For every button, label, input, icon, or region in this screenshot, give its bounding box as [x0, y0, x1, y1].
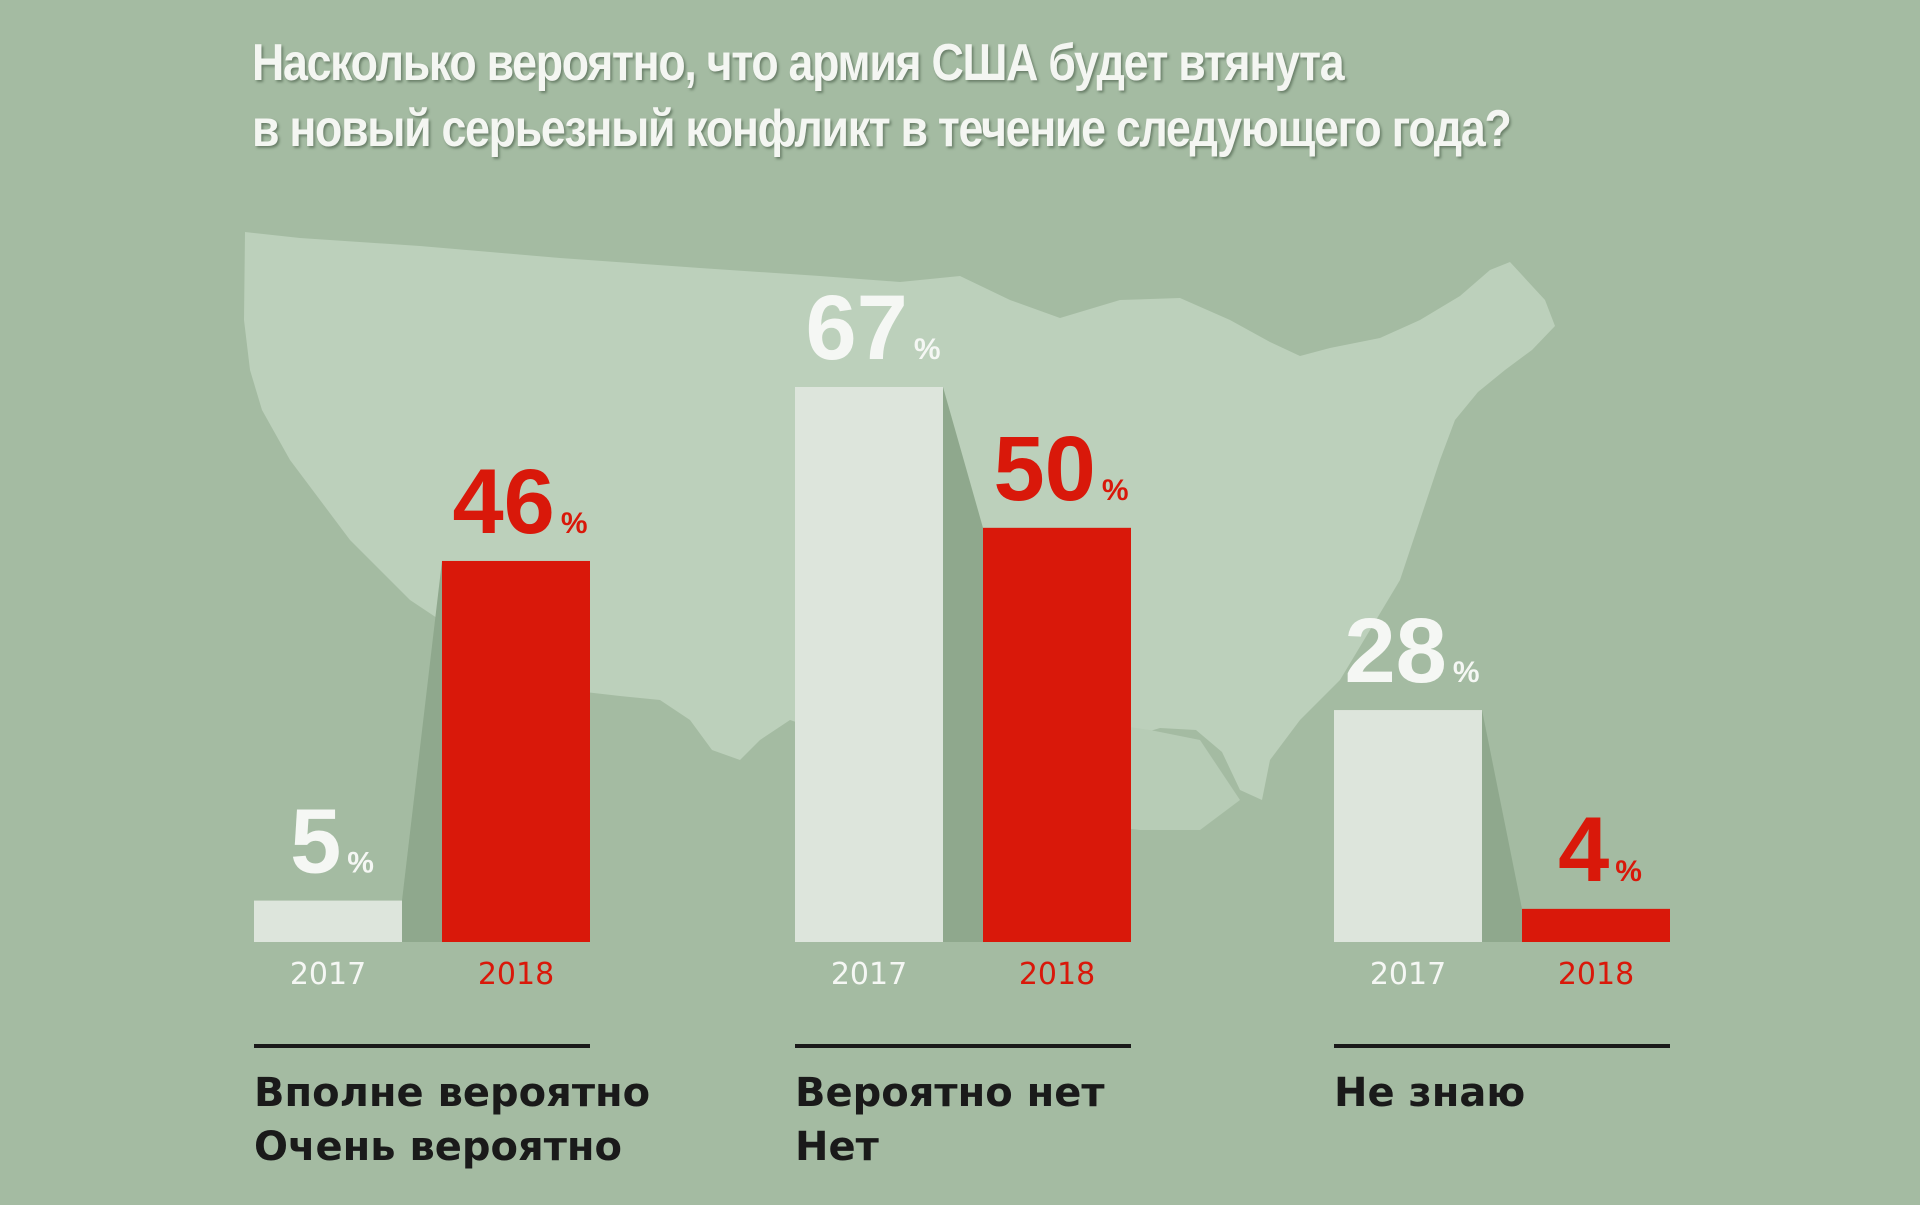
- bar-connector: [943, 387, 983, 942]
- value-number: 50: [993, 418, 1095, 520]
- year-label-2018: 2018: [478, 957, 554, 992]
- value-number: 4: [1558, 799, 1609, 901]
- category-label: Вполне вероятно Очень вероятно: [254, 1066, 650, 1174]
- bar-2017: [795, 387, 943, 942]
- value-label-2018: 46%: [452, 451, 587, 553]
- group-divider: [795, 1044, 1131, 1048]
- value-unit: %: [1102, 474, 1129, 507]
- chart-title-line-1: Насколько вероятно, что армия США будет …: [252, 34, 1345, 92]
- category-label: Вероятно нет Нет: [795, 1066, 1105, 1174]
- value-label-2018: 50%: [993, 418, 1128, 520]
- category-label-line: Очень вероятно: [254, 1124, 622, 1170]
- category-label-line: Вполне вероятно: [254, 1070, 651, 1116]
- value-number: 67: [805, 277, 907, 379]
- value-label-2017: 28%: [1344, 600, 1479, 702]
- year-label-2017: 2017: [831, 957, 907, 992]
- value-unit: %: [561, 507, 588, 540]
- year-label-2017: 2017: [1370, 957, 1446, 992]
- group-divider: [1334, 1044, 1670, 1048]
- bar-2017: [1334, 710, 1482, 942]
- group-divider: [254, 1044, 590, 1048]
- bar-2018: [442, 560, 590, 942]
- category-label-line: Вероятно нет: [795, 1070, 1105, 1116]
- value-number: 5: [290, 791, 341, 893]
- value-unit: %: [1453, 656, 1480, 689]
- year-label-2017: 2017: [290, 957, 366, 992]
- value-label-2017: 5%: [290, 791, 374, 893]
- value-unit: %: [347, 847, 374, 880]
- category-label: Не знаю: [1334, 1066, 1525, 1120]
- category-label-line: Не знаю: [1334, 1070, 1526, 1116]
- value-unit: %: [914, 333, 941, 366]
- bar-2017: [254, 900, 402, 942]
- bar-2018: [983, 527, 1131, 942]
- bar-connector: [402, 560, 442, 942]
- value-unit: %: [1615, 855, 1642, 888]
- value-label-2018: 4%: [1558, 799, 1642, 901]
- category-label-line: Нет: [795, 1124, 879, 1170]
- bar-2018: [1522, 908, 1670, 942]
- value-label-2017: 67%: [805, 277, 940, 379]
- value-number: 46: [452, 451, 554, 553]
- value-number: 28: [1344, 600, 1446, 702]
- bar-connector: [1482, 710, 1522, 942]
- year-label-2018: 2018: [1558, 957, 1634, 992]
- chart-title: Насколько вероятно, что армия США будет …: [252, 30, 1542, 162]
- chart-title-line-2: в новый серьезный конфликт в течение сле…: [252, 100, 1512, 158]
- year-label-2018: 2018: [1019, 957, 1095, 992]
